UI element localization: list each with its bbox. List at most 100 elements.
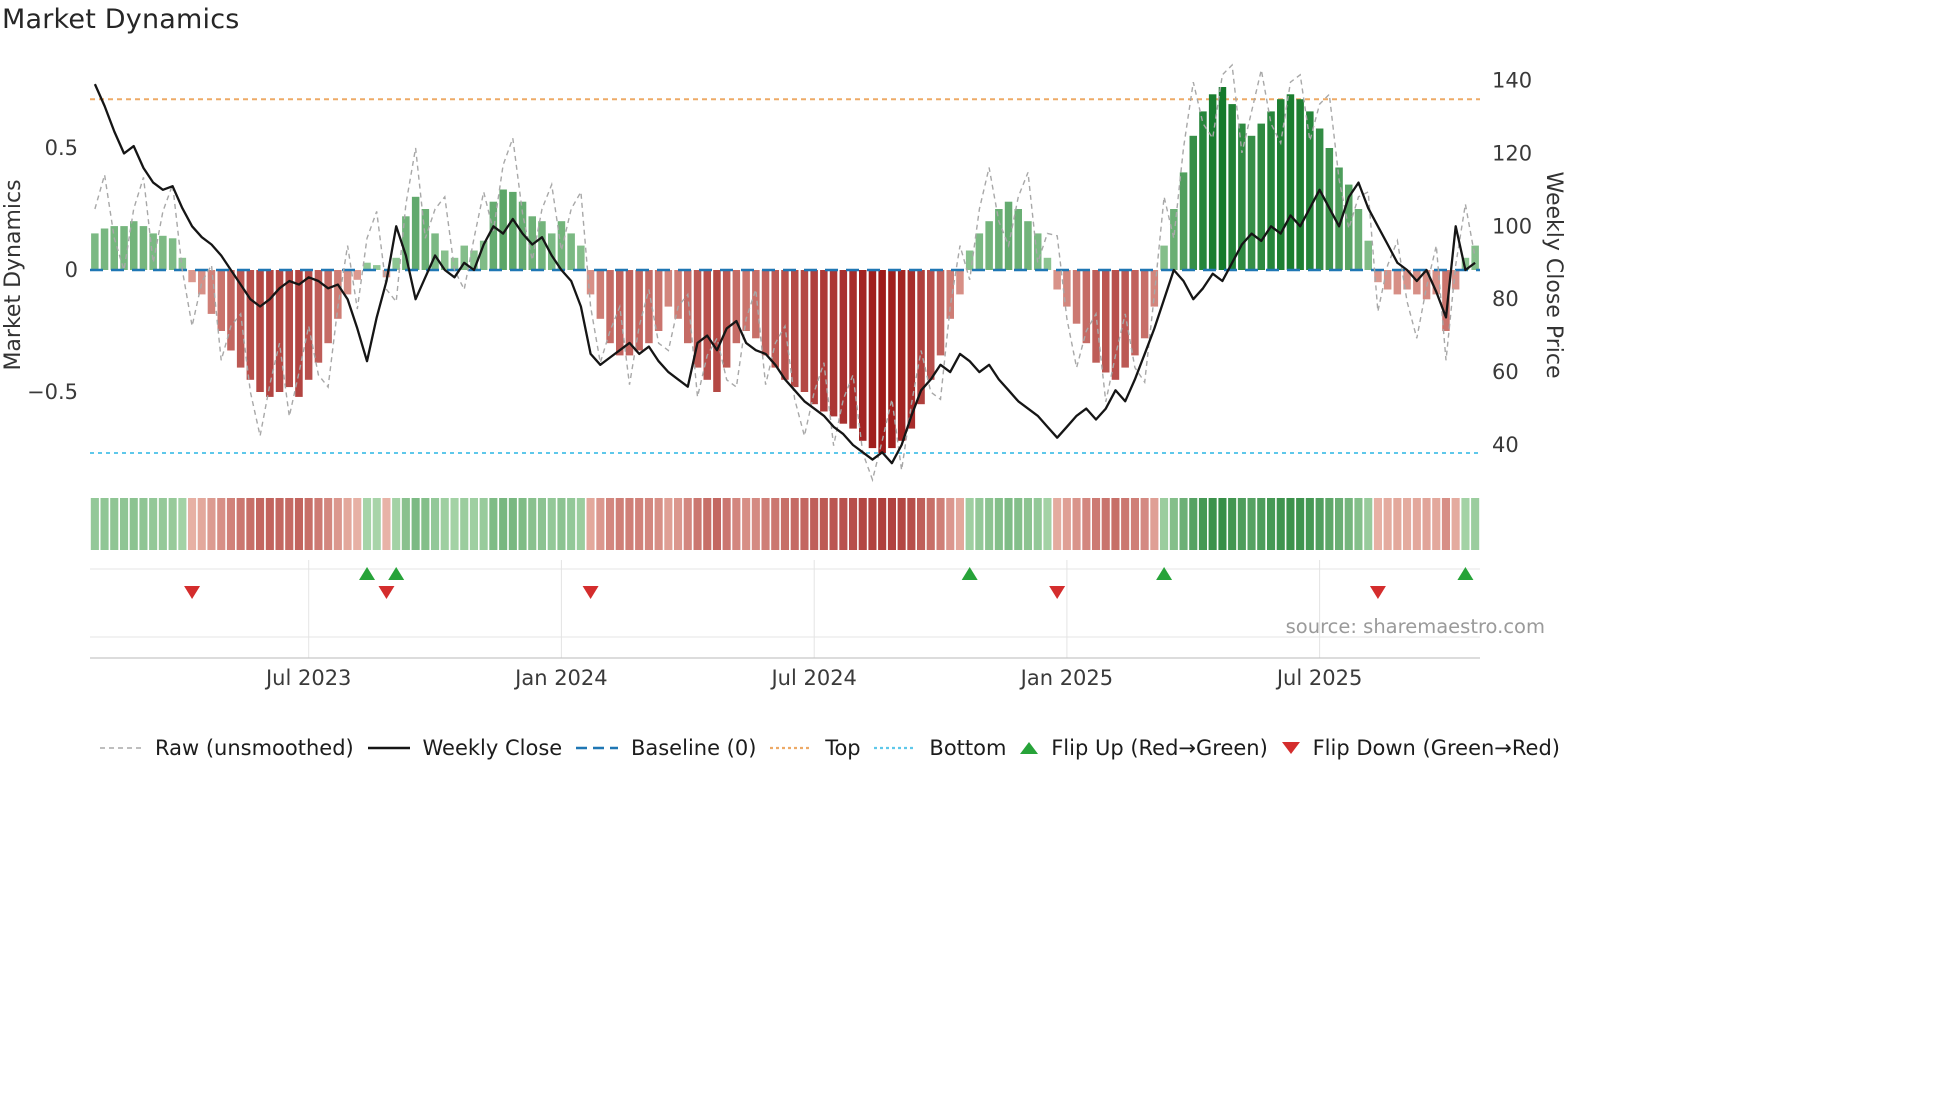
oscillator-bar <box>995 209 1003 270</box>
oscillator-bar <box>567 233 575 270</box>
heatmap-cell <box>761 498 770 550</box>
heatmap-cell <box>693 498 702 550</box>
heatmap-cell <box>333 498 342 550</box>
oscillator-bar <box>888 270 896 449</box>
left-tick-label: −0.5 <box>27 380 78 404</box>
heatmap-cell <box>547 498 556 550</box>
heatmap-cell <box>1432 498 1441 550</box>
legend-item-weekly-close: Weekly Close <box>366 736 563 760</box>
oscillator-bar <box>256 270 264 392</box>
x-tick-label: Jan 2024 <box>513 666 608 690</box>
heatmap-cell <box>1393 498 1402 550</box>
heatmap-cell <box>1053 498 1062 550</box>
heatmap-cell <box>615 498 624 550</box>
legend-item-flip-down: Flip Down (Green→Red) <box>1280 736 1560 760</box>
heatmap-cell <box>936 498 945 550</box>
oscillator-bar <box>1111 270 1120 380</box>
oscillator-bar <box>1451 270 1460 290</box>
oscillator-bar <box>927 270 935 380</box>
heatmap-cell <box>1315 498 1324 550</box>
oscillator-bar <box>586 270 595 295</box>
oscillator-bar <box>266 270 274 397</box>
oscillator-bar <box>1461 257 1470 270</box>
heatmap-cell <box>839 498 848 550</box>
legend-item-top: Top <box>768 736 861 760</box>
top-line-icon <box>770 746 813 750</box>
oscillator-bar <box>985 221 993 270</box>
oscillator-bar <box>829 270 838 417</box>
oscillator-bar <box>392 257 400 270</box>
oscillator-bar <box>868 270 877 449</box>
oscillator-bar <box>791 270 799 388</box>
heatmap-cell <box>878 498 887 550</box>
legend-label-flip-up: Flip Up (Red→Green) <box>1051 736 1268 760</box>
oscillator-bar <box>1014 209 1022 270</box>
heatmap-cell <box>1198 498 1207 550</box>
heatmap-cell <box>226 498 235 550</box>
heatmap-cell <box>907 498 916 550</box>
heatmap-cell <box>401 498 410 550</box>
heatmap-cell <box>246 498 255 550</box>
flip-up-marker <box>1156 567 1173 580</box>
heatmap-cell <box>703 498 712 550</box>
oscillator-bar <box>722 270 731 368</box>
flip-up-marker <box>1457 567 1474 580</box>
oscillator-bar <box>635 270 643 351</box>
oscillator-bar <box>100 228 109 270</box>
oscillator-bar <box>1228 104 1236 270</box>
oscillator-bar <box>353 270 361 280</box>
oscillator-bar <box>1053 270 1061 290</box>
heatmap-cell <box>1257 498 1266 550</box>
heatmap-cell <box>1344 498 1353 550</box>
oscillator-bar <box>518 201 527 270</box>
heatmap-cell <box>771 498 780 550</box>
heatmap-cell <box>810 498 819 550</box>
oscillator-bar <box>1034 233 1042 270</box>
heatmap-cell <box>460 498 469 550</box>
heatmap-cell <box>1130 498 1139 550</box>
oscillator-bar <box>956 270 964 295</box>
left-axis-title: Market Dynamics <box>1 179 26 370</box>
oscillator-bar <box>1189 135 1197 270</box>
raw-line-icon <box>100 747 142 749</box>
oscillator-bar <box>1238 123 1246 270</box>
flip-down-triangle-icon <box>1281 742 1300 754</box>
flip-down-marker <box>1049 586 1066 599</box>
legend-item-raw: Raw (unsmoothed) <box>98 736 354 760</box>
oscillator-bar <box>1063 270 1071 307</box>
oscillator-bar <box>1082 270 1091 344</box>
x-tick-label: Jan 2025 <box>1019 666 1114 690</box>
oscillator-bar <box>946 270 954 319</box>
oscillator-bar <box>1160 245 1168 270</box>
heatmap-cell <box>168 498 177 550</box>
oscillator-bar <box>820 270 828 412</box>
oscillator-bar <box>1179 172 1188 270</box>
heatmap-cell <box>110 498 119 550</box>
oscillator-bar <box>470 250 478 270</box>
flip-down-marker <box>1369 586 1386 599</box>
oscillator-bar <box>246 270 255 380</box>
oscillator-bar <box>577 245 585 270</box>
marker-panel-grid <box>90 560 1480 659</box>
oscillator-bar <box>275 270 284 392</box>
oscillator-bar <box>1471 245 1479 270</box>
x-tick-label: Jul 2025 <box>1275 666 1362 690</box>
legend-label-weekly-close: Weekly Close <box>422 736 563 760</box>
reference-lines <box>90 98 1480 454</box>
oscillator-bar <box>1131 270 1139 356</box>
heatmap-cell <box>975 498 984 550</box>
heatmap-cell <box>178 498 187 550</box>
oscillator-bar <box>509 191 517 270</box>
baseline-line-icon <box>575 746 618 750</box>
heatmap-cell <box>790 498 799 550</box>
oscillator-bar <box>1170 209 1178 270</box>
heatmap-cell <box>1140 498 1149 550</box>
heatmap-cell <box>819 498 828 550</box>
heatmap-cell <box>324 498 333 550</box>
heatmap-cell <box>965 498 974 550</box>
heatmap-cell <box>479 498 488 550</box>
heatmap-cell <box>1179 498 1188 550</box>
heatmap-cell <box>1189 498 1198 550</box>
heatmap-cell <box>304 498 313 550</box>
right-axis-title: Weekly Close Price <box>1541 172 1566 379</box>
